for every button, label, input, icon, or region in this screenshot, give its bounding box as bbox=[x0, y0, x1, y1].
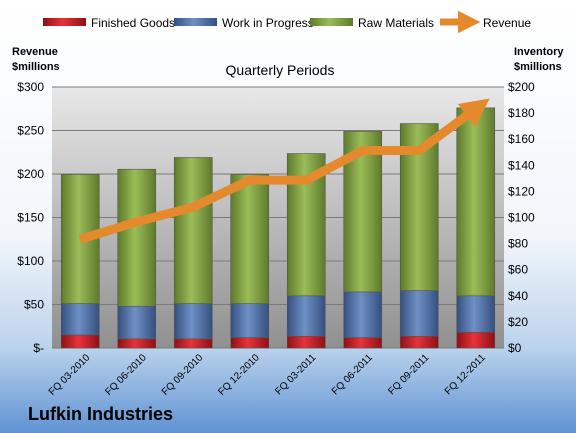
bar-work-in-progress bbox=[60, 303, 100, 336]
bar-raw-materials bbox=[173, 157, 213, 304]
bar-work-in-progress bbox=[343, 291, 383, 338]
legend-label-work-in-progress: Work in Progress bbox=[222, 16, 314, 30]
category-label: FQ 12-2010 bbox=[216, 352, 262, 398]
right-tick-label: $160 bbox=[508, 132, 535, 146]
bar-work-in-progress bbox=[173, 303, 213, 340]
right-tick-label: $140 bbox=[508, 158, 535, 172]
category-label: FQ 03-2010 bbox=[47, 352, 93, 398]
bar-raw-materials bbox=[230, 174, 270, 304]
legend-label-revenue: Revenue bbox=[483, 16, 531, 30]
bar-work-in-progress bbox=[399, 290, 439, 337]
left-tick-label: $150 bbox=[17, 211, 44, 225]
category-label: FQ 09-2010 bbox=[160, 352, 206, 398]
left-tick-label: $- bbox=[33, 341, 44, 355]
right-tick-label: $80 bbox=[508, 237, 528, 251]
category-label: FQ 06-2010 bbox=[103, 352, 149, 398]
legend-label-raw-materials: Raw Materials bbox=[358, 16, 434, 30]
left-axis-title-line1: Revenue bbox=[12, 46, 58, 58]
legend: Finished Goods Work in Progress Raw Mate… bbox=[43, 10, 531, 34]
bar-finished-goods bbox=[173, 338, 213, 349]
left-tick-label: $200 bbox=[17, 167, 44, 181]
left-axis-ticks: $- $50 $100 $150 $200 $250 $300 bbox=[17, 80, 44, 355]
legend-label-finished-goods: Finished Goods bbox=[91, 16, 175, 30]
right-tick-label: $20 bbox=[508, 315, 528, 329]
category-label: FQ 06-2011 bbox=[330, 352, 375, 397]
right-tick-label: $120 bbox=[508, 184, 535, 198]
bar-work-in-progress bbox=[456, 295, 496, 333]
left-tick-label: $250 bbox=[17, 124, 44, 138]
legend-swatch-finished-goods bbox=[43, 18, 86, 26]
left-tick-label: $300 bbox=[17, 80, 44, 94]
right-tick-label: $180 bbox=[508, 106, 535, 120]
bar-finished-goods bbox=[399, 335, 439, 349]
bar-work-in-progress bbox=[230, 303, 270, 338]
bar-finished-goods bbox=[117, 338, 157, 349]
left-tick-label: $50 bbox=[24, 298, 44, 312]
category-label: FQ 09-2011 bbox=[386, 352, 431, 397]
category-label: FQ 12-2011 bbox=[443, 352, 488, 397]
bar-finished-goods bbox=[60, 334, 100, 349]
legend-swatch-raw-materials bbox=[310, 18, 353, 26]
bar-work-in-progress bbox=[117, 305, 157, 340]
right-tick-label: $200 bbox=[508, 80, 535, 94]
left-tick-label: $100 bbox=[17, 254, 44, 268]
bar-finished-goods bbox=[343, 337, 383, 349]
right-tick-label: $60 bbox=[508, 263, 528, 277]
company-name: Lufkin Industries bbox=[28, 404, 173, 424]
left-axis-title-line2: $millions bbox=[12, 61, 60, 73]
legend-swatch-work-in-progress bbox=[174, 18, 217, 26]
chart-title: Quarterly Periods bbox=[226, 62, 335, 78]
right-tick-label: $100 bbox=[508, 211, 535, 225]
bar-finished-goods bbox=[230, 337, 270, 349]
revenue-line bbox=[78, 98, 490, 244]
category-label: FQ 03-2011 bbox=[273, 352, 318, 397]
bar-raw-materials bbox=[456, 107, 496, 297]
right-axis-title-line1: Inventory bbox=[514, 46, 564, 58]
revenue-line-path bbox=[78, 98, 490, 244]
right-axis-ticks: $0 $20 $40 $60 $80 $100 $120 $140 $160 $180 $200 bbox=[508, 80, 535, 355]
bar-finished-goods bbox=[286, 335, 326, 349]
bar-finished-goods bbox=[456, 332, 496, 349]
bar-raw-materials bbox=[117, 168, 157, 307]
right-tick-label: $40 bbox=[508, 289, 528, 303]
category-labels: FQ 03-2010 FQ 06-2010 FQ 09-2010 FQ 12-2010… bbox=[47, 352, 488, 398]
right-axis-title-line2: $millions bbox=[514, 61, 562, 73]
bar-work-in-progress bbox=[286, 295, 326, 337]
right-tick-label: $0 bbox=[508, 341, 522, 355]
